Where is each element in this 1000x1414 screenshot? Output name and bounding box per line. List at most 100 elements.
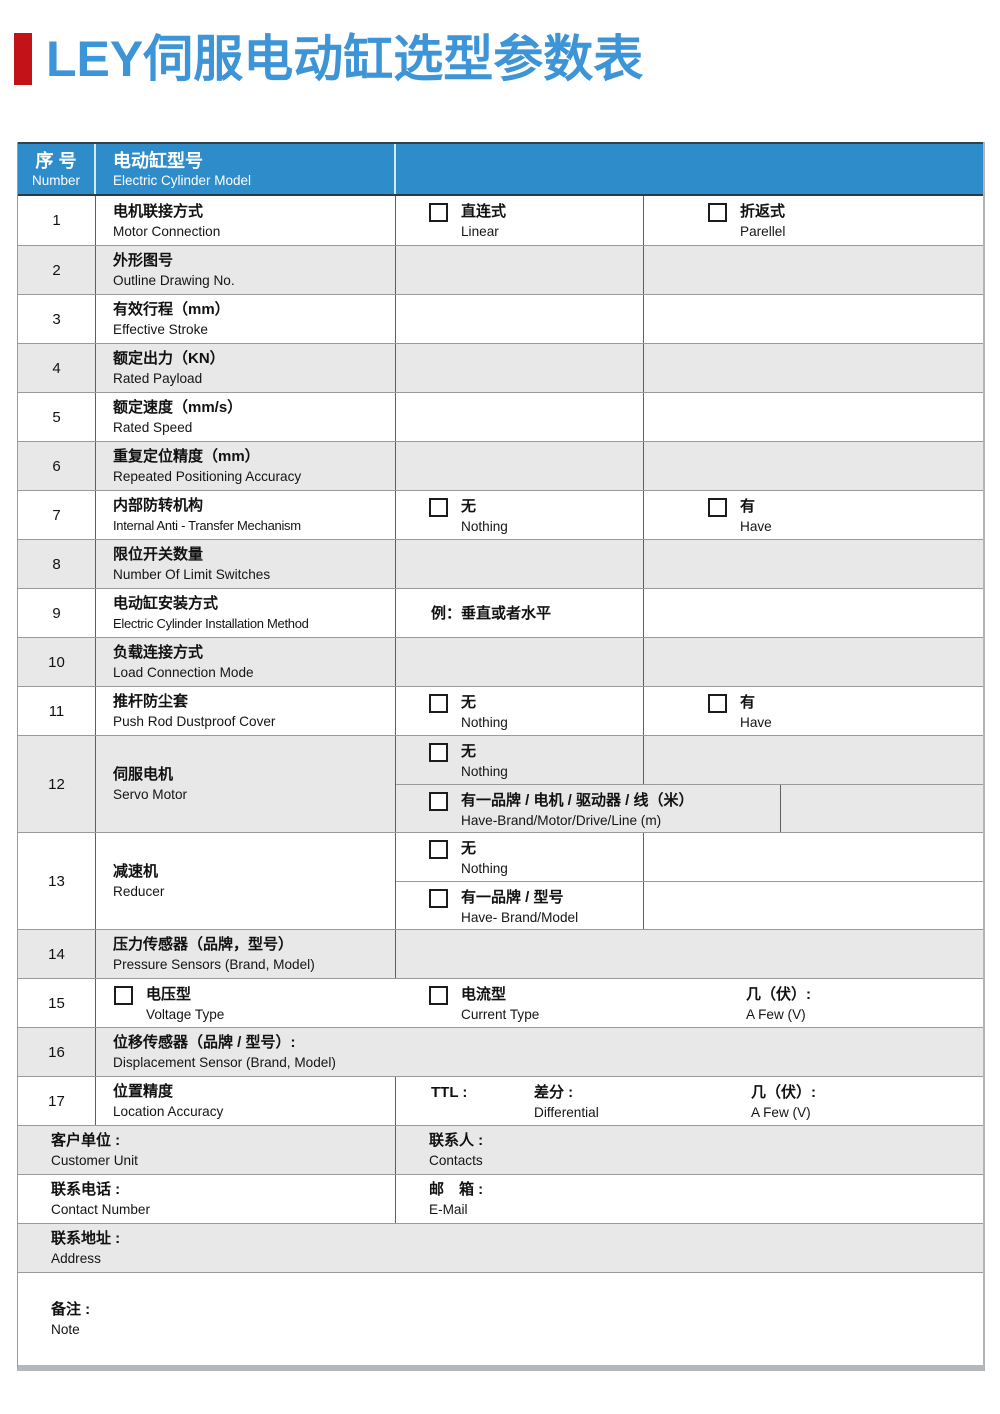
value-cell — [781, 785, 983, 833]
row-label: 额定出力（KN） Rated Payload — [96, 344, 396, 392]
title-bar: LEY伺服电动缸选型参数表 — [14, 33, 1000, 85]
checkbox-reducer-nothing[interactable] — [429, 840, 448, 859]
option-parallel: 折返式 Parellel — [644, 196, 983, 245]
row-number: 9 — [18, 589, 96, 637]
row-number: 16 — [18, 1028, 96, 1076]
checkbox-current-type[interactable] — [429, 986, 448, 1005]
row-number: 3 — [18, 295, 96, 343]
row-label: 内部防转机构 Internal Anti - Transfer Mechanis… — [96, 491, 396, 539]
table-header-row: 序 号 Number 电动缸型号 Electric Cylinder Model — [18, 142, 983, 196]
row-rated-speed: 5 额定速度（mm/s） Rated Speed — [18, 392, 983, 441]
address-field: 联系地址 : Address — [51, 1230, 121, 1266]
row-servo-motor: 12 伺服电机 Servo Motor 无 Nothing — [18, 735, 983, 832]
row-dustproof-cover: 11 推杆防尘套 Push Rod Dustproof Cover 无 Noth… — [18, 686, 983, 735]
checkbox-voltage-type[interactable] — [114, 986, 133, 1005]
checkbox-anti-transfer-have[interactable] — [708, 498, 727, 517]
row-label: 重复定位精度（mm） Repeated Positioning Accuracy — [96, 442, 396, 490]
checkbox-dustproof-have[interactable] — [708, 694, 727, 713]
row-positioning-accuracy: 6 重复定位精度（mm） Repeated Positioning Accura… — [18, 441, 983, 490]
checkbox-servo-have[interactable] — [429, 791, 448, 811]
value-cell — [396, 393, 644, 441]
contact-number-field: 联系电话 : Contact Number — [18, 1175, 396, 1223]
installation-example: 例：垂直或者水平 — [396, 589, 644, 637]
row-customer-contacts: 客户单位 : Customer Unit 联系人 : Contacts — [18, 1125, 983, 1174]
reducer-option-have: 有一品牌 / 型号 Have- Brand/Model — [396, 880, 983, 930]
row-reducer: 13 减速机 Reducer 无 Nothing — [18, 832, 983, 929]
checkbox-linear[interactable] — [429, 203, 448, 222]
volts-field: 几（伏）: A Few (V) — [751, 1084, 816, 1120]
ttl-field: TTL : — [431, 1084, 468, 1101]
header-number-cell: 序 号 Number — [18, 144, 96, 194]
row-phone-email: 联系电话 : Contact Number 邮 箱 : E-Mail — [18, 1174, 983, 1223]
value-cell — [644, 882, 983, 930]
row-number: 8 — [18, 540, 96, 588]
option-nothing: 无 Nothing — [396, 687, 644, 735]
row-number: 14 — [18, 930, 96, 978]
row-displacement-sensor: 16 位移传感器（品牌 / 型号）: Displacement Sensor (… — [18, 1027, 983, 1076]
value-cell — [644, 540, 983, 588]
value-cell — [396, 246, 644, 294]
header-number-zh: 序 号 — [35, 150, 77, 171]
row-number: 2 — [18, 246, 96, 294]
selection-parameter-table: 序 号 Number 电动缸型号 Electric Cylinder Model… — [17, 142, 985, 1371]
row-number: 7 — [18, 491, 96, 539]
checkbox-dustproof-nothing[interactable] — [429, 694, 448, 713]
volts-field: 几（伏）: A Few (V) — [746, 986, 811, 1022]
value-cell — [396, 930, 983, 978]
value-cell — [644, 833, 983, 881]
row-note: 备注 : Note — [18, 1272, 983, 1365]
option-current-type: 电流型 Current Type — [429, 984, 539, 1024]
row-label: 压力传感器（品牌，型号） Pressure Sensors (Brand, Mo… — [96, 930, 396, 978]
row-rated-payload: 4 额定出力（KN） Rated Payload — [18, 343, 983, 392]
row-motor-connection: 1 电机联接方式 Motor Connection 直连式 Linear 折返式… — [18, 196, 983, 245]
row-label: 位置精度 Location Accuracy — [96, 1077, 396, 1125]
option-voltage-type: 电压型 Voltage Type — [114, 984, 224, 1024]
value-cell — [644, 393, 983, 441]
checkbox-reducer-have[interactable] — [429, 888, 448, 908]
row-label: 减速机 Reducer — [96, 833, 396, 929]
checkbox-servo-nothing[interactable] — [429, 743, 448, 762]
row-label: 限位开关数量 Number Of Limit Switches — [96, 540, 396, 588]
differential-field: 差分 : Differential — [534, 1084, 599, 1120]
row-outline-drawing: 2 外形图号 Outline Drawing No. — [18, 245, 983, 294]
servo-option-have: 有一品牌 / 电机 / 驱动器 / 线（米） Have-Brand/Motor/… — [396, 783, 983, 833]
value-cell — [644, 295, 983, 343]
row-label: 电机联接方式 Motor Connection — [96, 196, 396, 245]
row-label: 负载连接方式 Load Connection Mode — [96, 638, 396, 686]
row-load-connection: 10 负载连接方式 Load Connection Mode — [18, 637, 983, 686]
servo-option-nothing: 无 Nothing — [396, 736, 983, 784]
header-model-cell: 电动缸型号 Electric Cylinder Model — [96, 144, 396, 194]
row-location-accuracy: 17 位置精度 Location Accuracy TTL : 差分 : Dif… — [18, 1076, 983, 1125]
value-cell — [644, 344, 983, 392]
row-number: 5 — [18, 393, 96, 441]
value-cell — [644, 442, 983, 490]
row-number: 4 — [18, 344, 96, 392]
contacts-field: 联系人 : Contacts — [429, 1132, 484, 1168]
value-cell — [396, 442, 644, 490]
option-nothing: 无 Nothing — [396, 491, 644, 539]
value-cell — [644, 736, 983, 784]
row-number: 6 — [18, 442, 96, 490]
header-model-en: Electric Cylinder Model — [113, 172, 252, 188]
checkbox-parallel[interactable] — [708, 203, 727, 222]
row-number: 17 — [18, 1077, 96, 1125]
header-number-en: Number — [31, 172, 80, 188]
row-number: 11 — [18, 687, 96, 735]
row-number: 13 — [18, 833, 96, 929]
customer-unit-field: 客户单位 : Customer Unit — [18, 1126, 396, 1174]
row-label: 推杆防尘套 Push Rod Dustproof Cover — [96, 687, 396, 735]
checkbox-anti-transfer-nothing[interactable] — [429, 498, 448, 517]
value-cell — [396, 295, 644, 343]
row-pressure-sensor: 14 压力传感器（品牌，型号） Pressure Sensors (Brand,… — [18, 929, 983, 978]
value-cell — [644, 638, 983, 686]
row-installation-method: 9 电动缸安装方式 Electric Cylinder Installation… — [18, 588, 983, 637]
row-sensor-signal-type: 15 电压型 Voltage Type 电流型 Current Type 几（伏… — [18, 978, 983, 1027]
row-label: 额定速度（mm/s） Rated Speed — [96, 393, 396, 441]
row-number: 15 — [18, 979, 96, 1027]
row-address: 联系地址 : Address — [18, 1223, 983, 1272]
row-number: 1 — [18, 196, 96, 245]
value-cell — [644, 589, 983, 637]
header-model-zh: 电动缸型号 — [113, 150, 203, 171]
row-label: 位移传感器（品牌 / 型号）: Displacement Sensor (Bra… — [113, 1034, 336, 1070]
row-number: 10 — [18, 638, 96, 686]
